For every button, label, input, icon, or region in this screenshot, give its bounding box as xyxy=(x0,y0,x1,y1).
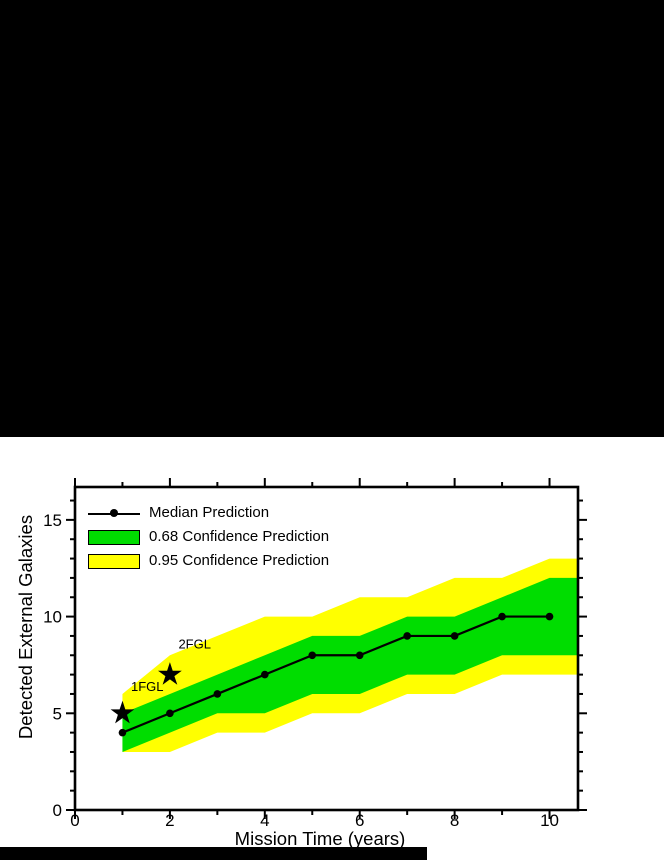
median-marker xyxy=(355,651,364,660)
median-marker xyxy=(545,612,554,621)
median-marker xyxy=(498,612,506,621)
chart-canvas: 0 2 4 6 8 10 0 5 10 15 1FGL 2FGL xyxy=(43,478,587,830)
legend-line-marker-swatch xyxy=(88,506,140,521)
x-axis-title: Mission Time (years) xyxy=(234,828,406,849)
median-marker xyxy=(118,728,127,737)
x-tick-label: 10 xyxy=(540,811,559,830)
x-tick-label: 6 xyxy=(355,811,364,830)
legend-entry-median: Median Prediction xyxy=(88,505,329,521)
x-tick-label: 8 xyxy=(450,811,459,830)
median-marker xyxy=(166,709,174,718)
legend-swatch-68 xyxy=(88,529,140,545)
median-line xyxy=(122,615,550,734)
figure-panel: 0 2 4 6 8 10 0 5 10 15 1FGL 2FGL Detected External … xyxy=(0,437,664,860)
y-tick-label: 15 xyxy=(43,511,62,530)
median-marker xyxy=(450,632,459,640)
legend: Median Prediction 0.68 Confidence Predic… xyxy=(88,505,329,569)
x-tick-label: 0 xyxy=(70,811,79,830)
median-marker xyxy=(261,670,269,679)
legend-entry-95: 0.95 Confidence Prediction xyxy=(88,553,329,569)
y-tick-label: 10 xyxy=(43,608,62,627)
y-axis-title: Detected External Galaxies xyxy=(15,514,36,740)
legend-dot-icon xyxy=(110,508,118,517)
annotation-label-1fgl: 1FGL xyxy=(131,679,164,694)
star-icon-2fgl xyxy=(158,662,182,685)
legend-label-68: 0.68 Confidence Prediction xyxy=(149,528,330,545)
letterbox-bottom xyxy=(0,847,427,860)
letterbox-top xyxy=(0,0,664,437)
median-marker xyxy=(213,690,222,698)
y-tick-label: 5 xyxy=(53,704,62,723)
median-marker xyxy=(403,632,411,640)
axis-frame xyxy=(73,485,580,812)
legend-label-95: 0.95 Confidence Prediction xyxy=(149,552,330,569)
confidence-band-68 xyxy=(122,577,579,752)
x-tick-label: 4 xyxy=(260,811,269,830)
legend-entry-68: 0.68 Confidence Prediction xyxy=(88,529,329,545)
y-tick-label: 0 xyxy=(53,801,62,820)
x-tick-label: 2 xyxy=(165,811,174,830)
median-marker xyxy=(308,651,317,660)
star-icon-1fgl xyxy=(110,700,135,724)
legend-swatch-95 xyxy=(88,553,140,569)
annotation-label-2fgl: 2FGL xyxy=(178,637,211,652)
legend-label-median: Median Prediction xyxy=(149,504,270,521)
